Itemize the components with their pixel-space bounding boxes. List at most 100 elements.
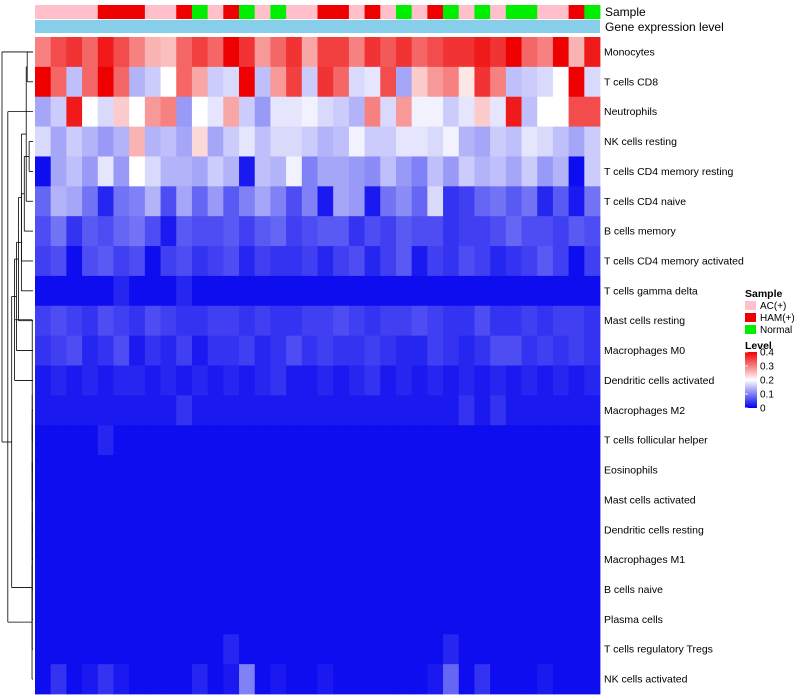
heatmap-cell	[50, 455, 67, 486]
row-label: Dendritic cells activated	[604, 375, 714, 387]
heatmap-cell	[239, 365, 256, 396]
heatmap-cell	[191, 66, 209, 98]
heatmap-cell	[97, 156, 114, 187]
heatmap-cell	[411, 275, 428, 307]
heatmap-cell	[129, 335, 146, 366]
heatmap-cell	[568, 664, 585, 695]
heatmap-cell	[411, 37, 428, 68]
heatmap-cell	[568, 275, 585, 307]
heatmap-cell	[552, 216, 570, 247]
heatmap-cell	[35, 574, 52, 605]
heatmap-cell	[129, 455, 146, 486]
heatmap-cell	[50, 664, 67, 695]
heatmap-cell	[97, 216, 114, 247]
heatmap-cell	[66, 544, 83, 575]
heatmap-cell	[490, 544, 507, 575]
heatmap-cell	[348, 216, 365, 247]
heatmap-cell	[521, 335, 538, 366]
heatmap-cell	[223, 634, 240, 665]
heatmap-cell	[82, 216, 99, 247]
heatmap-cell	[207, 216, 224, 247]
heatmap-cell	[191, 604, 209, 635]
gene-expression-track	[35, 20, 600, 33]
heatmap-cell	[191, 484, 209, 516]
legend-tick-label: 0.4	[760, 348, 774, 359]
heatmap-cell	[50, 66, 67, 98]
heatmap-cell	[207, 514, 224, 546]
heatmap-cell	[113, 484, 130, 516]
heatmap-cell	[223, 305, 240, 337]
heatmap-cell	[129, 425, 146, 456]
heatmap-cell	[113, 365, 130, 396]
heatmap-cell	[66, 514, 83, 546]
legend-tick-label: 0.3	[760, 362, 774, 373]
heatmap-cell	[97, 37, 114, 68]
legend-tick-label: 0.1	[760, 390, 774, 401]
heatmap-cell	[254, 514, 271, 546]
heatmap-cell	[348, 365, 365, 396]
heatmap-cell	[223, 484, 240, 516]
row-label: NK cells activated	[604, 674, 688, 686]
heatmap-cell	[364, 37, 381, 68]
heatmap-cell	[333, 126, 350, 157]
heatmap-cell	[411, 455, 428, 486]
sample-annotation-cell	[490, 5, 507, 19]
heatmap-cell	[427, 275, 444, 307]
heatmap-cell	[521, 664, 538, 695]
heatmap-cell	[443, 186, 460, 217]
heatmap-cell	[50, 96, 67, 127]
heatmap-cell	[82, 664, 99, 695]
heatmap-cell	[270, 66, 287, 98]
heatmap-cell	[552, 126, 570, 157]
heatmap-cell	[270, 186, 287, 217]
heatmap-cell	[176, 126, 193, 157]
heatmap-cell	[50, 544, 67, 575]
heatmap-cell	[254, 66, 271, 98]
heatmap-cell	[443, 544, 460, 575]
heatmap-cell	[223, 216, 240, 247]
heatmap-cell	[443, 216, 460, 247]
heatmap-cell	[395, 514, 413, 546]
sample-annotation-cell	[301, 5, 318, 19]
heatmap-cell	[160, 37, 177, 68]
heatmap-cell	[317, 574, 334, 605]
heatmap-cell	[333, 604, 350, 635]
heatmap-cell	[458, 305, 475, 337]
heatmap-cell	[270, 275, 287, 307]
heatmap-cell	[490, 275, 507, 307]
heatmap-cell	[129, 395, 146, 426]
heatmap-cell	[521, 216, 538, 247]
heatmap-cell	[176, 246, 193, 277]
heatmap-cell	[113, 96, 130, 127]
heatmap-cell	[552, 96, 570, 127]
heatmap-cell	[474, 186, 491, 217]
heatmap-cell	[380, 96, 397, 127]
heatmap-cell	[458, 425, 475, 456]
heatmap-cell	[333, 275, 350, 307]
heatmap-cell	[191, 126, 209, 157]
heatmap-cell	[317, 186, 334, 217]
heatmap-cell	[568, 455, 585, 486]
heatmap-cell	[66, 425, 83, 456]
heatmap-cell	[490, 484, 507, 516]
heatmap-cell	[317, 96, 334, 127]
heatmap-cell	[176, 335, 193, 366]
heatmap-cell	[35, 37, 52, 68]
heatmap-cell	[364, 246, 381, 277]
heatmap-cell	[176, 156, 193, 187]
sample-annotation-cell	[270, 5, 287, 19]
heatmap-cell	[35, 484, 52, 516]
heatmap-cell	[411, 395, 428, 426]
heatmap-cell	[505, 156, 522, 187]
heatmap-cell	[505, 395, 522, 426]
heatmap-cell	[380, 484, 397, 516]
heatmap-cell	[97, 514, 114, 546]
sample-annotation-cell	[223, 5, 240, 19]
heatmap-cell	[129, 186, 146, 217]
heatmap-cell	[333, 425, 350, 456]
heatmap-cell	[270, 604, 287, 635]
sample-annotation-cell	[333, 5, 350, 19]
heatmap-cell	[254, 574, 271, 605]
heatmap-cell	[144, 544, 161, 575]
heatmap-cell	[568, 186, 585, 217]
